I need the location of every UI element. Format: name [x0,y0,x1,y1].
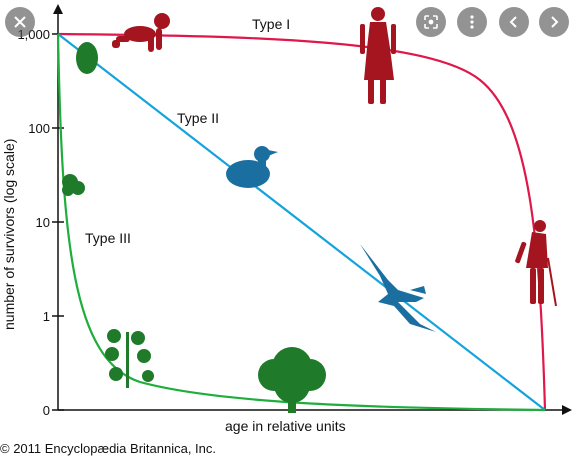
x-axis-label: age in relative units [225,418,346,434]
y-tick-label: 10 [36,215,50,230]
next-button[interactable] [539,7,569,37]
lens-icon [424,15,438,29]
previous-button[interactable] [499,7,529,37]
chevron-left-icon [509,16,517,28]
x-axis-arrow [562,405,572,415]
more-options-button[interactable] [457,7,487,37]
woman-icon [360,7,396,104]
type3-curve [56,33,546,412]
y-tick-label: 100 [28,121,50,136]
type2-curve [57,33,546,411]
lens-button[interactable] [416,7,446,37]
bird-silhouette-icon [226,146,278,188]
seed-icon [76,42,98,74]
seedling-icon [105,329,154,388]
baby-icon [112,13,170,52]
type1-label: Type I [252,16,290,32]
y-tick-label: 0 [43,403,50,418]
close-button[interactable] [5,7,35,37]
chevron-right-icon [551,16,559,28]
more-vertical-icon [470,15,474,29]
seedling-cluster-icon [62,174,85,196]
elderly-person-icon [515,220,557,307]
tree-icon [258,347,326,413]
eagle-icon [360,244,436,332]
y-axis-arrow [53,4,63,14]
copyright-credit: © 2011 Encyclopædia Britannica, Inc. [0,441,217,456]
y-tick-label: 1 [43,309,50,324]
y-axis-label: number of survivors (log scale) [1,139,17,330]
type2-label: Type II [177,110,219,126]
close-icon [14,16,26,28]
type3-label: Type III [85,230,131,246]
